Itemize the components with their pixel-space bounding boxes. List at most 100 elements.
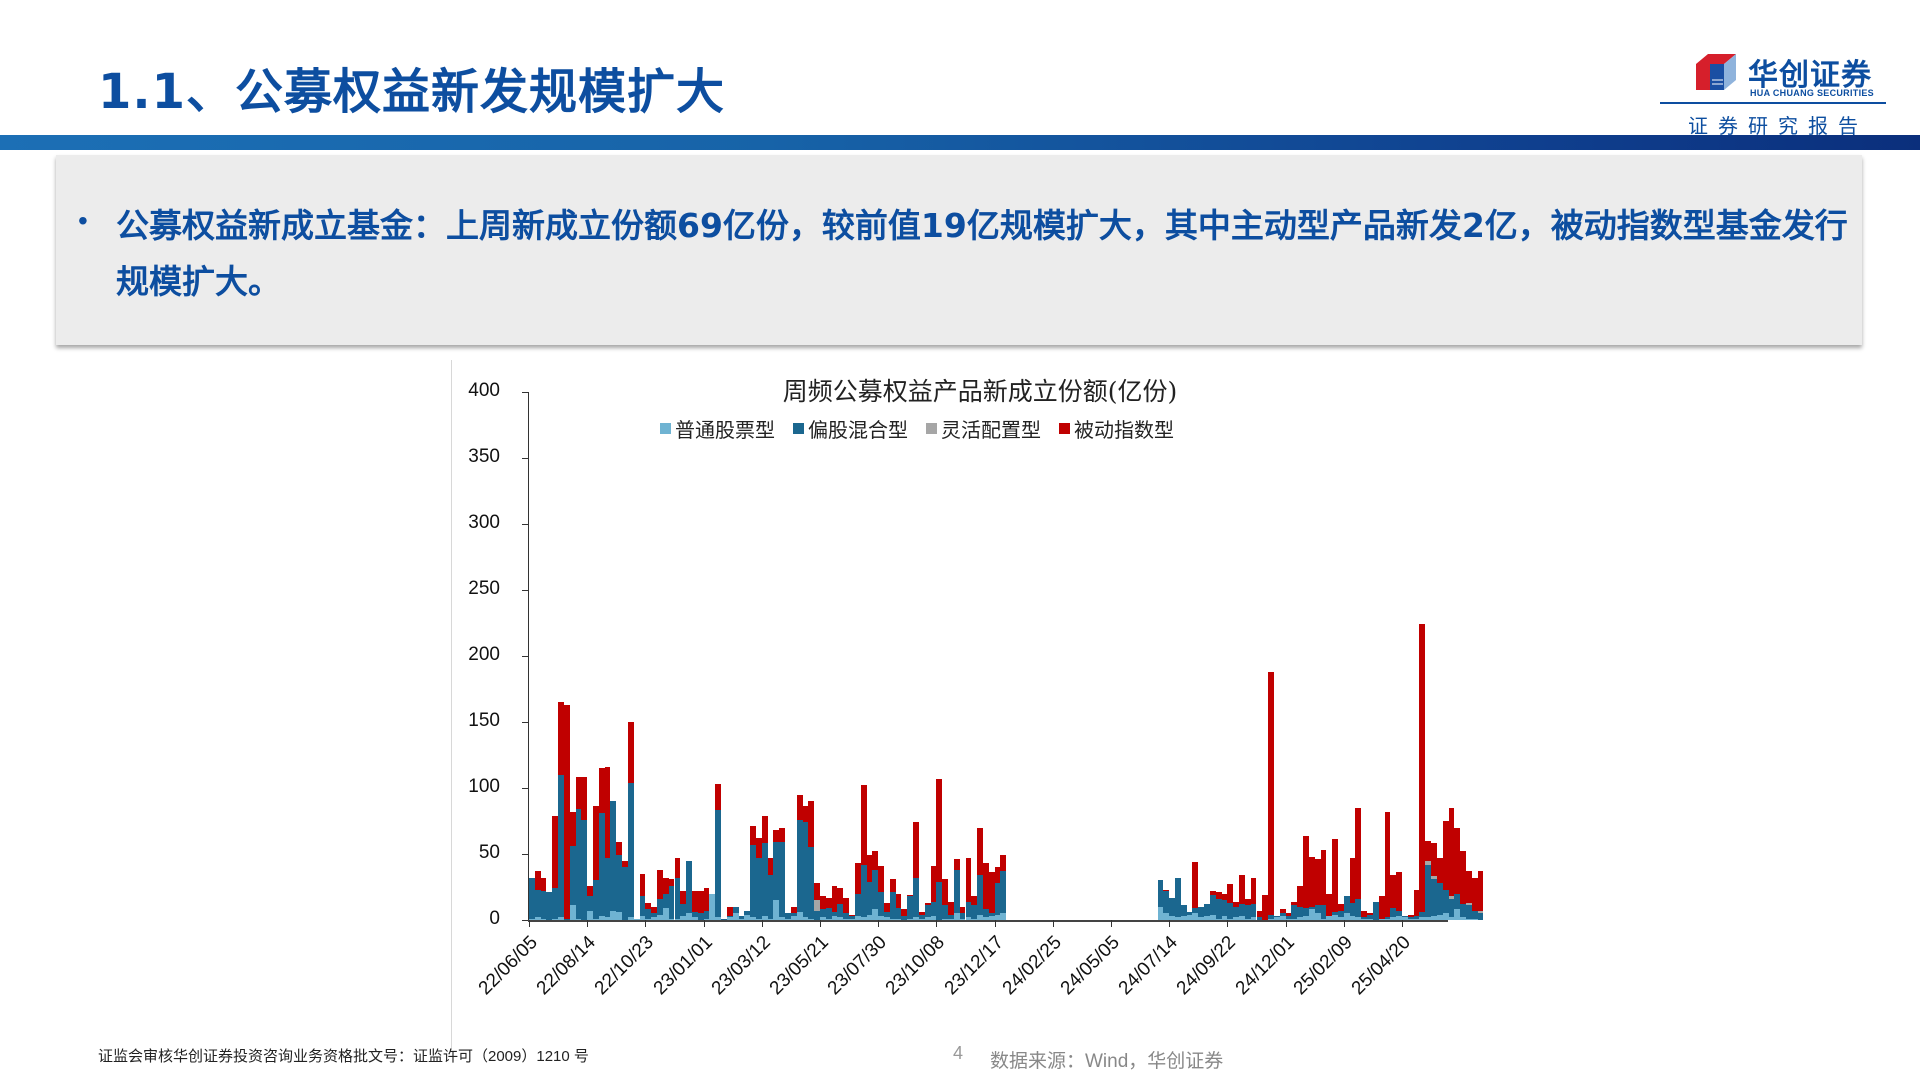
- bar-segment: [674, 857, 681, 878]
- bar-segment: [1297, 906, 1304, 918]
- bar-segment: [814, 900, 820, 911]
- bar-segment: [1285, 918, 1292, 920]
- bar-segment: [1402, 916, 1408, 918]
- bar-segment: [627, 722, 634, 783]
- bar-segment: [1320, 850, 1327, 906]
- bar-segment: [988, 872, 995, 914]
- bar-segment: [808, 918, 815, 920]
- y-tick: [522, 590, 528, 591]
- bar-segment: [924, 902, 931, 906]
- legend-swatch-icon: [926, 423, 937, 434]
- logo-chinese-name: 华创证券: [1748, 58, 1872, 93]
- bar-segment: [569, 846, 576, 906]
- bar-segment: [948, 918, 954, 920]
- bar-segment: [854, 863, 861, 894]
- bar-segment: [988, 916, 995, 920]
- bar-segment: [773, 900, 780, 920]
- bar-segment: [1337, 904, 1344, 911]
- bar-segment: [1460, 851, 1466, 905]
- bar-segment: [674, 877, 681, 919]
- bar-segment: [1169, 916, 1175, 920]
- bar-segment: [1477, 910, 1484, 914]
- bar-segment: [680, 890, 687, 905]
- bar-segment: [1279, 913, 1286, 917]
- bar-segment: [825, 897, 832, 909]
- bar-segment: [686, 913, 692, 920]
- bar-segment: [540, 877, 547, 891]
- bar-segment: [796, 794, 803, 820]
- bar-segment: [948, 901, 954, 915]
- bar-segment: [639, 916, 646, 920]
- bar-segment: [1425, 864, 1432, 918]
- bar-segment: [1454, 893, 1461, 910]
- bar-segment: [1273, 916, 1280, 918]
- bar-segment: [738, 916, 745, 919]
- bar-segment: [1303, 835, 1309, 909]
- x-tick: [645, 920, 647, 927]
- bar-segment: [1413, 918, 1420, 920]
- bar-segment: [872, 851, 879, 870]
- bar-segment: [1163, 913, 1170, 920]
- license-note: 证监会审核华创证券投资咨询业务资格批文号：证监许可（2009）1210 号: [98, 1048, 589, 1065]
- bar-segment: [982, 909, 989, 918]
- bar-segment: [994, 914, 1001, 920]
- bar-segment: [1192, 861, 1199, 909]
- y-tick-label: 0: [489, 908, 500, 929]
- y-tick: [522, 524, 528, 525]
- bar-segment: [1396, 872, 1402, 911]
- bar-segment: [691, 917, 698, 920]
- bar-segment: [651, 917, 658, 920]
- y-tick-label: 100: [468, 776, 500, 797]
- bar-segment: [1349, 857, 1356, 903]
- bar-segment: [1390, 908, 1397, 918]
- bar-segment: [1320, 918, 1327, 920]
- y-tick-label: 200: [468, 644, 500, 665]
- bar-segment: [715, 810, 722, 918]
- bar-segment: [1000, 871, 1007, 914]
- bar-segment: [1221, 893, 1228, 901]
- bar-segment: [1378, 896, 1385, 919]
- bar-segment: [773, 842, 780, 901]
- bar-segment: [1372, 901, 1379, 920]
- bar-segment: [936, 881, 943, 920]
- bar-segment: [744, 910, 751, 915]
- bar-segment: [563, 918, 570, 920]
- bar-segment: [1477, 913, 1484, 920]
- bar-segment: [1000, 913, 1007, 920]
- bar-segment: [1239, 904, 1245, 917]
- bar-segment: [1209, 894, 1216, 915]
- bar-segment: [1209, 890, 1216, 895]
- bar-segment: [977, 914, 983, 920]
- bar-segment: [1180, 916, 1187, 920]
- bar-segment: [761, 916, 768, 920]
- bar-segment: [1233, 901, 1240, 907]
- bar-segment: [860, 785, 867, 865]
- bar-segment: [825, 918, 832, 920]
- bar-segment: [971, 905, 978, 919]
- bar-segment: [1239, 875, 1245, 905]
- bar-segment: [1192, 908, 1199, 914]
- bar-segment: [1227, 902, 1234, 919]
- bar-segment: [959, 918, 966, 920]
- bar-segment: [1273, 917, 1280, 920]
- y-tick: [522, 392, 528, 393]
- bar-segment: [1425, 840, 1432, 861]
- bar-segment: [849, 914, 855, 917]
- bar-segment: [779, 842, 786, 918]
- legend-label: 偏股混合型: [808, 418, 908, 442]
- bar-segment: [1192, 913, 1199, 920]
- bar-segment: [1221, 916, 1228, 920]
- bar-segment: [703, 918, 710, 920]
- bar-segment: [657, 898, 663, 915]
- x-tick: [587, 920, 589, 927]
- x-tick: [1111, 920, 1112, 927]
- bar-segment: [1262, 894, 1269, 920]
- bar-segment: [820, 917, 826, 920]
- bar-segment: [709, 893, 716, 920]
- bar-segment: [1361, 910, 1368, 918]
- bar-segment: [849, 916, 855, 919]
- bar-segment: [901, 909, 908, 917]
- bar-segment: [1466, 905, 1472, 919]
- x-tick: [820, 920, 821, 927]
- x-tick: [1227, 920, 1229, 927]
